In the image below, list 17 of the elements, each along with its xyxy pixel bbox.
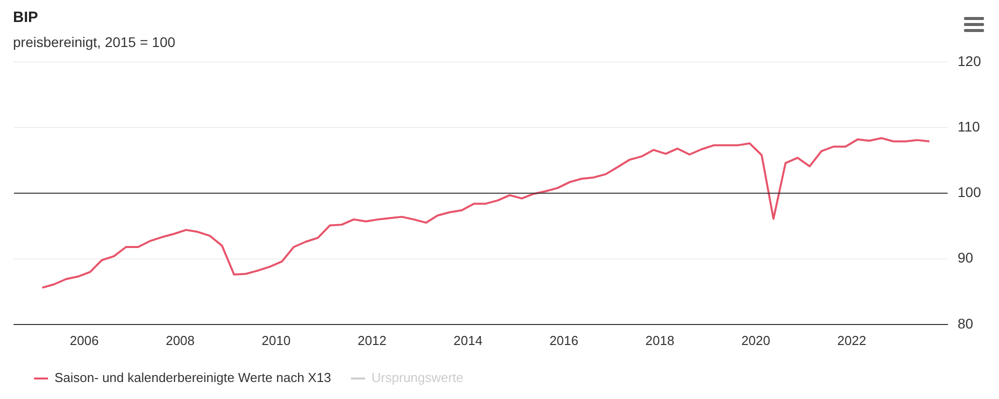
x-tick-label: 2020 — [741, 332, 770, 348]
chart-subtitle: preisbereinigt, 2015 = 100 — [13, 34, 176, 50]
x-tick-label: 2014 — [454, 332, 482, 348]
legend-label: Saison- und kalenderbereinigte Werte nach X13 — [54, 370, 332, 386]
y-tick-label: 80 — [958, 315, 974, 332]
y-tick-label: 120 — [958, 52, 982, 69]
x-tick-label: 2012 — [358, 332, 387, 348]
y-tick-label: 90 — [958, 250, 974, 266]
x-tick-label: 2022 — [837, 332, 866, 348]
x-tick-label: 2016 — [549, 332, 578, 348]
x-tick-label: 2008 — [166, 332, 195, 348]
x-tick-label: 2010 — [262, 332, 291, 348]
y-tick-label: 100 — [958, 184, 982, 200]
y-tick-label: 110 — [958, 118, 980, 134]
x-tick-label: 2006 — [70, 332, 99, 348]
chart-title: BIP — [13, 9, 38, 26]
x-tick-label: 2018 — [645, 332, 674, 348]
